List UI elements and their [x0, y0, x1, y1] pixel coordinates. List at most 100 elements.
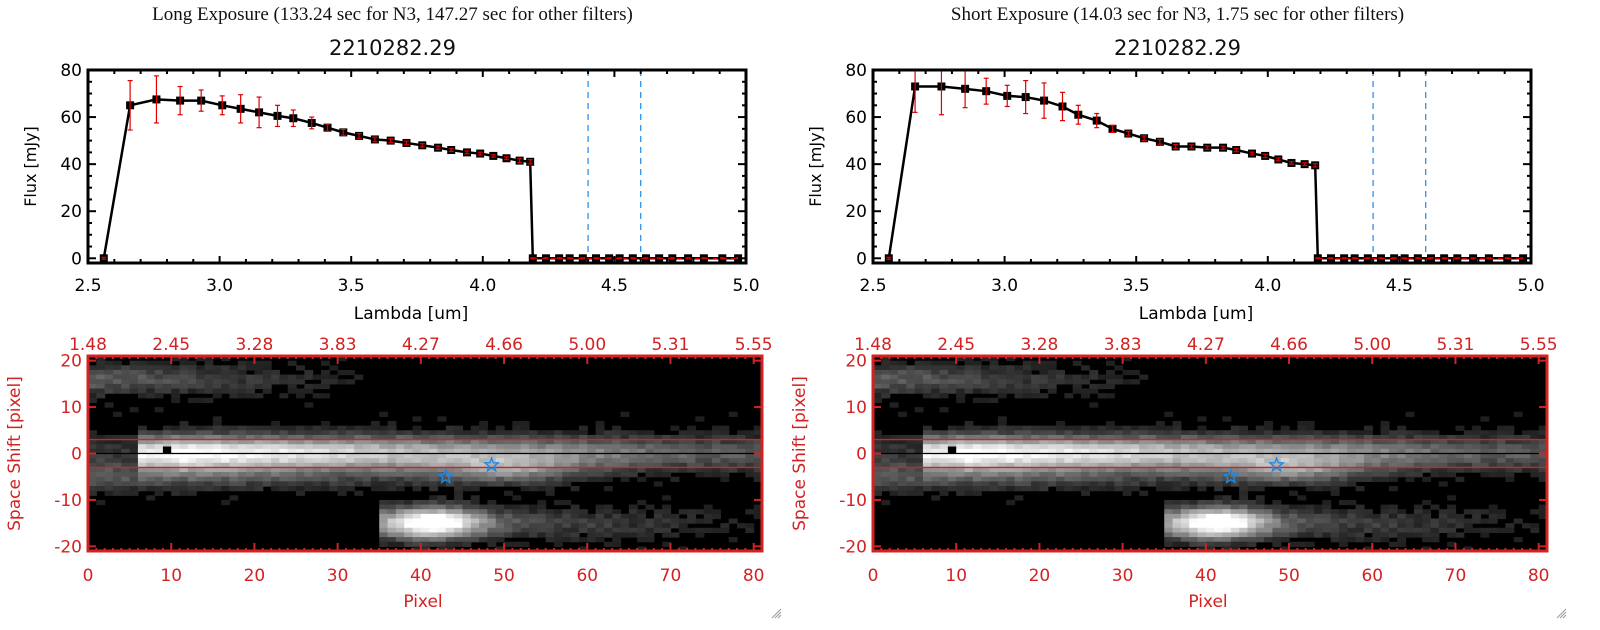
- image-pixel: [1480, 518, 1490, 524]
- image-pixel: [1255, 472, 1265, 478]
- image-pixel: [1147, 439, 1157, 445]
- image-pixel: [262, 434, 272, 441]
- image-pixel: [1006, 444, 1016, 450]
- image-pixel: [947, 481, 957, 487]
- image-pixel: [1006, 486, 1016, 492]
- image-pixel: [1239, 476, 1249, 482]
- image-pixel: [454, 518, 464, 524]
- image-pixel: [1130, 453, 1140, 459]
- image-pixel: [873, 490, 882, 496]
- image-pixel: [1122, 434, 1132, 441]
- image-pixel: [1422, 537, 1432, 543]
- image-pixel: [420, 518, 430, 524]
- image-pixel: [279, 444, 289, 450]
- resize-grip-icon[interactable]: [770, 606, 782, 619]
- image-pixel: [981, 383, 991, 390]
- image-pixel: [1247, 439, 1257, 445]
- image-pixel: [479, 448, 489, 455]
- y-tick-label: 0: [71, 445, 82, 465]
- image-pixel: [703, 504, 713, 510]
- image-pixel: [956, 374, 966, 380]
- image-pixel: [1164, 481, 1174, 487]
- image-pixel: [972, 397, 982, 404]
- image-pixel: [470, 523, 480, 529]
- image-pixel: [229, 458, 239, 464]
- image-pixel: [1355, 513, 1365, 520]
- image-pixel: [562, 499, 572, 506]
- image-pixel: [1006, 369, 1016, 376]
- x-tick-label: 70: [660, 566, 682, 586]
- image-pixel: [687, 448, 697, 455]
- image-pixel: [246, 481, 256, 487]
- image-pixel: [873, 397, 882, 404]
- image-pixel: [989, 397, 999, 404]
- image-pixel: [620, 472, 630, 478]
- image-pixel: [881, 462, 891, 469]
- image-pixel: [1472, 439, 1482, 445]
- image-pixel: [922, 439, 932, 445]
- image-pixel: [1222, 537, 1232, 543]
- image-pixel: [1205, 537, 1215, 543]
- image-pixel: [1347, 481, 1357, 487]
- image-pixel: [1272, 439, 1282, 445]
- image-pixel: [454, 453, 464, 459]
- image-pixel: [1355, 472, 1365, 478]
- image-pixel: [1289, 458, 1298, 464]
- image-pixel: [462, 467, 472, 473]
- image-pixel: [1139, 444, 1149, 450]
- image-pixel: [653, 458, 663, 464]
- image-pixel: [997, 374, 1007, 380]
- image-pixel: [212, 472, 222, 478]
- image-pixel: [737, 467, 746, 473]
- image-pixel: [537, 518, 547, 524]
- image-pixel: [254, 439, 264, 445]
- x-tick-label: 80: [743, 566, 765, 586]
- image-pixel: [1305, 467, 1315, 473]
- image-pixel: [1197, 462, 1207, 469]
- image-pixel: [437, 430, 447, 436]
- image-pixel: [254, 462, 264, 469]
- image-pixel: [931, 365, 941, 371]
- image-pixel: [1363, 462, 1373, 469]
- image-pixel: [645, 448, 655, 455]
- image-pixel: [204, 430, 214, 436]
- image-pixel: [1280, 537, 1290, 543]
- image-pixel: [889, 476, 899, 482]
- image-pixel: [562, 439, 572, 445]
- image-pixel: [1297, 476, 1307, 482]
- image-pixel: [1189, 434, 1199, 441]
- image-pixel: [512, 453, 522, 459]
- image-pixel: [1305, 527, 1315, 534]
- image-pixel: [154, 481, 164, 487]
- image-pixel: [1397, 537, 1407, 543]
- image-pixel: [379, 481, 389, 487]
- image-pixel: [1430, 430, 1440, 436]
- image-pixel: [1014, 453, 1024, 459]
- image-pixel: [570, 486, 580, 492]
- image-pixel: [1438, 458, 1448, 464]
- image-pixel: [104, 481, 114, 487]
- image-pixel: [287, 486, 297, 492]
- image-pixel: [337, 467, 347, 473]
- resize-grip-icon[interactable]: [1555, 606, 1567, 619]
- image-pixel: [1463, 527, 1473, 534]
- image-pixel: [1264, 476, 1274, 482]
- image-pixel: [1355, 537, 1365, 543]
- image-pixel: [553, 476, 563, 482]
- image-pixel: [470, 513, 480, 520]
- image-pixel: [395, 472, 405, 478]
- image-pixel: [1222, 448, 1232, 455]
- image-pixel: [1338, 430, 1348, 436]
- image-pixel: [429, 439, 439, 445]
- image-pixel: [687, 439, 697, 445]
- image-pixel: [1280, 481, 1290, 487]
- image-pixel: [454, 527, 464, 534]
- image-pixel: [1081, 439, 1090, 445]
- image-pixel: [645, 518, 655, 524]
- image-pixel: [1205, 481, 1215, 487]
- y-tick-label: 40: [845, 155, 867, 175]
- image-pixel: [429, 523, 439, 529]
- image-pixel: [504, 462, 513, 469]
- image-pixel: [204, 472, 214, 478]
- image-pixel: [612, 425, 622, 431]
